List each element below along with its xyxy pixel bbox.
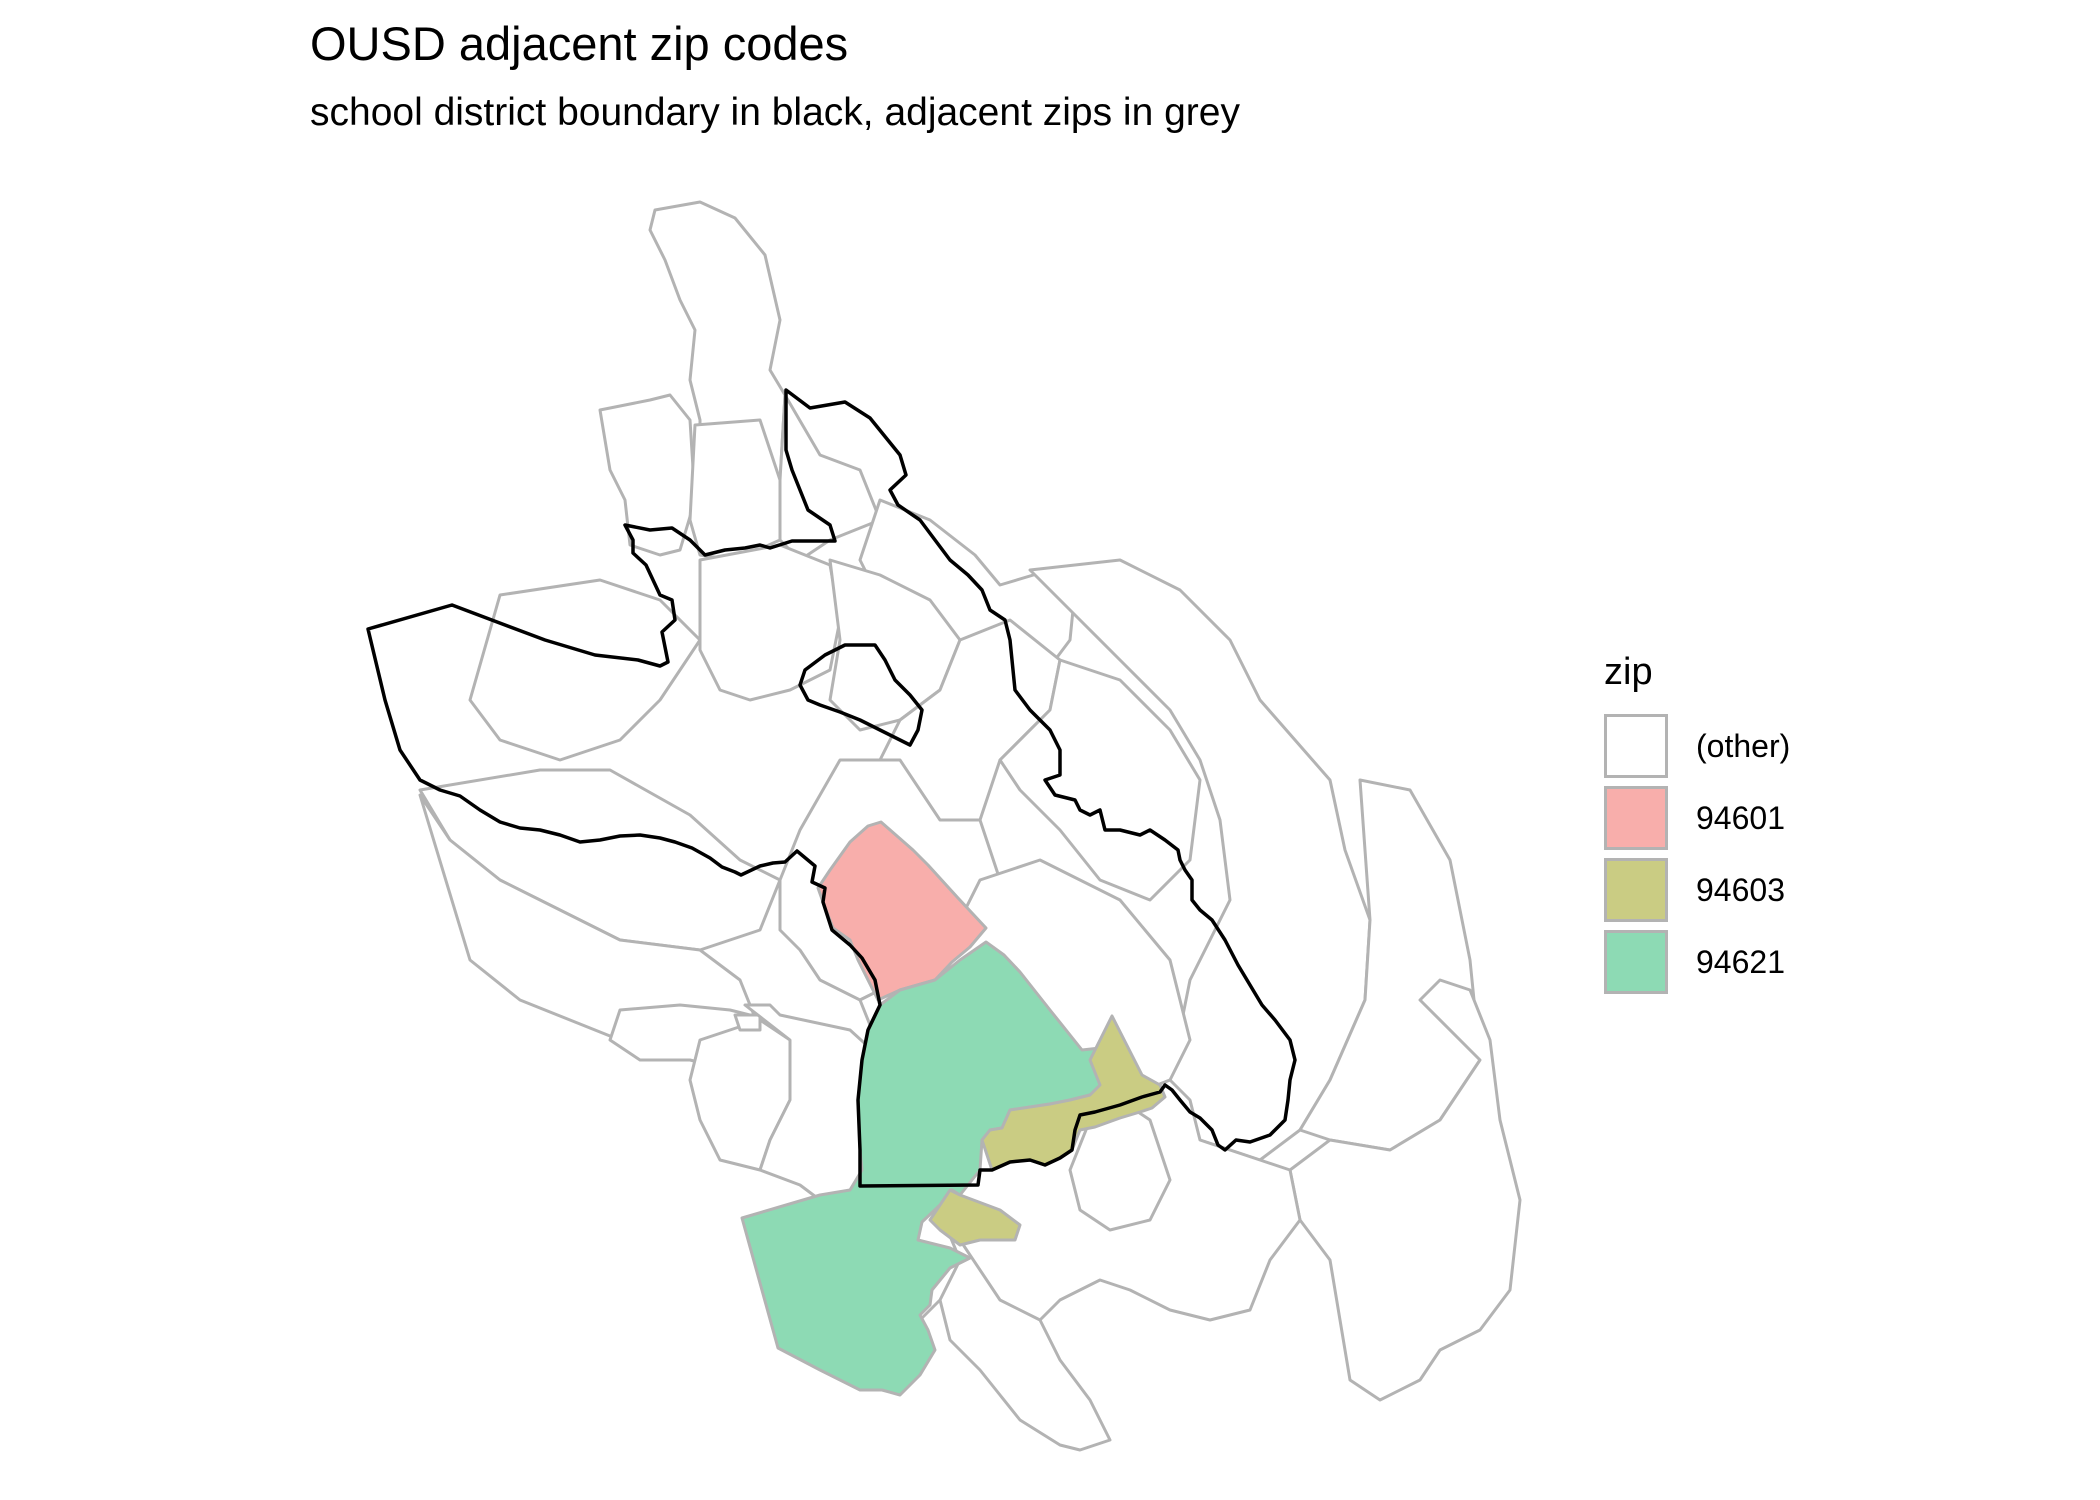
legend: zip (other) 94601 94603 94621	[1604, 648, 1790, 998]
legend-label: 94603	[1696, 871, 1785, 908]
map-title: OUSD adjacent zip codes	[310, 17, 849, 70]
zip-polygon-east-tail	[1288, 978, 1522, 1402]
legend-swatch-94603	[1604, 858, 1668, 922]
legend-title: zip	[1604, 651, 1653, 693]
legend-swatch-94601	[1604, 786, 1668, 850]
zip-polygon-north-center	[688, 418, 782, 562]
legend-swatch-other	[1604, 714, 1668, 778]
district-boundary-hole	[798, 643, 924, 747]
legend-label: 94621	[1696, 943, 1785, 980]
zip-polygon-westbay	[468, 578, 702, 762]
zip-polygon-east-hills	[1028, 558, 1372, 1162]
zip-polygon-montclair	[998, 658, 1202, 902]
map-subtitle: school district boundary in black, adjac…	[310, 91, 1240, 134]
legend-item-94601: 94601	[1604, 782, 1790, 854]
legend-item-94603: 94603	[1604, 854, 1790, 926]
legend-label: (other)	[1696, 727, 1791, 764]
zip-polygon-north-west	[598, 393, 697, 557]
zip-polygon-downtown	[698, 543, 842, 702]
zip-polygon-san-leandro-south	[928, 1208, 1112, 1452]
legend-swatch-94621	[1604, 930, 1668, 994]
legend-item-94621: 94621	[1604, 926, 1790, 998]
district-boundary-main	[366, 388, 1297, 1188]
legend-label: 94601	[1696, 799, 1785, 836]
legend-item-other: (other)	[1604, 710, 1790, 782]
zip-polygon-airport-wedge	[733, 1013, 762, 1032]
